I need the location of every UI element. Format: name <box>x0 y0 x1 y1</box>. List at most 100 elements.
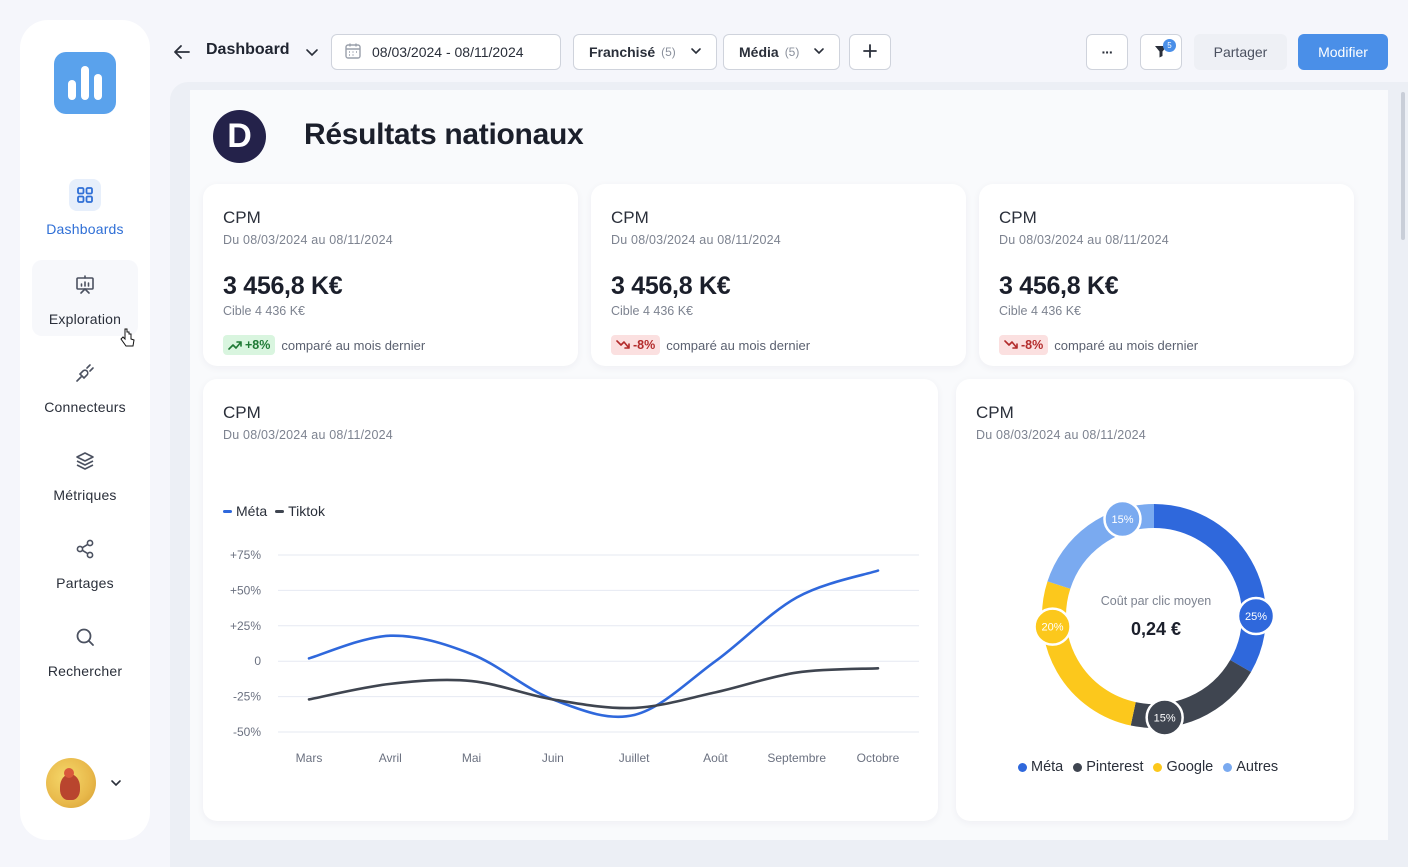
filter-media[interactable]: Média (5) <box>723 34 841 70</box>
legend-item-tiktok[interactable]: Tiktok <box>275 503 325 519</box>
kpi-trend: +8% comparé au mois dernier <box>223 335 425 355</box>
donut-chart: 25% 15% 20% 15% <box>1033 499 1276 737</box>
legend-dot <box>1153 762 1163 772</box>
series-line-tiktok[interactable] <box>307 666 880 710</box>
legend-label: Méta <box>236 503 268 519</box>
edit-button[interactable]: Modifier <box>1298 34 1388 70</box>
avatar-illustration <box>60 774 80 800</box>
line-chart-legend: Méta Tiktok <box>223 503 325 519</box>
trend-badge: +8% <box>223 335 276 355</box>
card-title: CPM <box>223 208 261 227</box>
legend-label: Autres <box>1236 759 1279 775</box>
kpi-value: 3 456,8 K€ <box>611 272 731 300</box>
filter-label: Franchisé <box>589 44 656 60</box>
legend-item-meta[interactable]: Méta <box>223 503 267 519</box>
kpi-value: 3 456,8 K€ <box>223 272 343 300</box>
legend-dot <box>1018 762 1027 772</box>
sidebar-item-label: Dashboards <box>46 221 124 237</box>
donut-legend: Méta Pinterest Google Autres <box>1018 759 1278 775</box>
kpi-trend: -8% comparé au mois dernier <box>611 335 810 355</box>
sidebar-item-metriques[interactable]: Métriques <box>32 436 138 512</box>
trend-badge: -8% <box>611 335 661 355</box>
card-title: CPM <box>976 403 1014 422</box>
slice-label: 15% <box>1154 712 1176 724</box>
dashboard-title[interactable]: Dashboard <box>206 41 290 58</box>
legend-item-autres[interactable]: Autres <box>1223 759 1278 775</box>
trend-value: -8% <box>1021 338 1044 352</box>
filter-funnel-button[interactable]: 5 <box>1140 34 1182 70</box>
dashboard-badge: D <box>213 110 266 163</box>
chevron-down-icon[interactable] <box>304 44 320 65</box>
x-tick-label: Septembre <box>767 751 826 765</box>
avatar[interactable] <box>46 758 96 808</box>
donut-chart-card[interactable]: CPM Du 08/03/2024 au 08/11/2024 25% 15% 20… <box>956 379 1354 821</box>
chevron-down-icon <box>813 44 825 60</box>
plus-icon <box>862 43 878 62</box>
sidebar-item-label: Exploration <box>48 311 122 327</box>
slice-label-badge <box>1033 607 1072 646</box>
y-tick-label: +25% <box>230 619 261 633</box>
kpi-trend: -8% comparé au mois dernier <box>999 335 1198 355</box>
legend-item-google[interactable]: Google <box>1153 759 1213 775</box>
series-line-meta[interactable] <box>307 569 880 719</box>
filter-count-badge: 5 <box>1163 39 1176 52</box>
trend-text: comparé au mois dernier <box>281 337 426 353</box>
donut-slice-google[interactable] <box>1042 581 1137 726</box>
trend-badge: -8% <box>999 335 1049 355</box>
card-period: Du 08/03/2024 au 08/11/2024 <box>976 428 1146 442</box>
trend-down-icon <box>1004 340 1018 349</box>
scrollbar-thumb[interactable] <box>1401 92 1405 240</box>
more-options-button[interactable]: ··· <box>1086 34 1128 70</box>
line-chart-card[interactable]: CPM Du 08/03/2024 au 08/11/2024 Méta Tik… <box>203 379 938 821</box>
legend-item-pinterest[interactable]: Pinterest <box>1073 759 1143 775</box>
sidebar-item-label: Connecteurs <box>44 399 126 415</box>
legend-label: Pinterest <box>1086 759 1144 775</box>
trend-value: -8% <box>633 338 656 352</box>
slice-label-badge <box>1145 698 1184 737</box>
line-chart: +75% +50% +25% 0 -25% -50% Mars Avril Mai Juin Jui… <box>230 548 919 765</box>
trend-up-icon <box>228 341 242 350</box>
y-tick-label: -25% <box>233 690 261 704</box>
slice-label-badge <box>1236 596 1276 636</box>
y-tick-label: +50% <box>230 583 261 597</box>
app-logo[interactable] <box>54 52 116 114</box>
share-nodes-icon <box>69 533 101 565</box>
chevron-down-icon <box>690 44 702 60</box>
filter-count: (5) <box>661 45 676 59</box>
legend-item-meta[interactable]: Méta <box>1018 759 1063 775</box>
trend-value: +8% <box>245 338 271 352</box>
kpi-target: Cible 4 436 K€ <box>223 304 306 318</box>
y-tick-label: -50% <box>233 725 261 739</box>
x-tick-label: Mai <box>462 751 481 765</box>
legend-label: Google <box>1166 759 1214 775</box>
trend-down-icon <box>616 340 630 349</box>
donut-slice-meta[interactable] <box>1153 504 1266 672</box>
search-icon <box>69 621 101 653</box>
kpi-card[interactable]: CPM Du 08/03/2024 au 08/11/2024 3 456,8 … <box>591 184 966 366</box>
add-filter-button[interactable] <box>849 34 891 70</box>
sidebar-item-dashboards[interactable]: Dashboards <box>32 170 138 246</box>
sidebar: Dashboards Exploration Connecteurs Métri… <box>20 20 150 840</box>
share-button[interactable]: Partager <box>1194 34 1287 70</box>
sidebar-item-rechercher[interactable]: Rechercher <box>32 612 138 688</box>
sidebar-item-connecteurs[interactable]: Connecteurs <box>32 348 138 424</box>
kpi-card[interactable]: CPM Du 08/03/2024 au 08/11/2024 3 456,8 … <box>979 184 1354 366</box>
card-period: Du 08/03/2024 au 08/11/2024 <box>223 428 393 442</box>
kpi-card[interactable]: CPM Du 08/03/2024 au 08/11/2024 3 456,8 … <box>203 184 578 366</box>
x-tick-label: Juillet <box>619 751 650 765</box>
chevron-down-icon[interactable] <box>110 776 122 794</box>
legend-dot <box>1223 762 1233 772</box>
date-range-picker[interactable]: 08/03/2024 - 08/11/2024 <box>331 34 561 70</box>
donut-center-label: Coût par clic moyen <box>1100 594 1212 608</box>
card-period: Du 08/03/2024 au 08/11/2024 <box>223 233 393 247</box>
avatar-illustration-head <box>64 768 74 778</box>
slice-label: 25% <box>1245 611 1267 623</box>
card-title: CPM <box>223 403 261 422</box>
filter-franchise[interactable]: Franchisé (5) <box>573 34 717 70</box>
slice-label-badge <box>1103 499 1142 539</box>
sidebar-item-exploration[interactable]: Exploration <box>32 260 138 336</box>
x-tick-label: Octobre <box>857 751 900 765</box>
back-arrow-icon[interactable] <box>172 42 192 67</box>
sidebar-item-partages[interactable]: Partages <box>32 524 138 600</box>
calendar-icon <box>344 42 362 63</box>
